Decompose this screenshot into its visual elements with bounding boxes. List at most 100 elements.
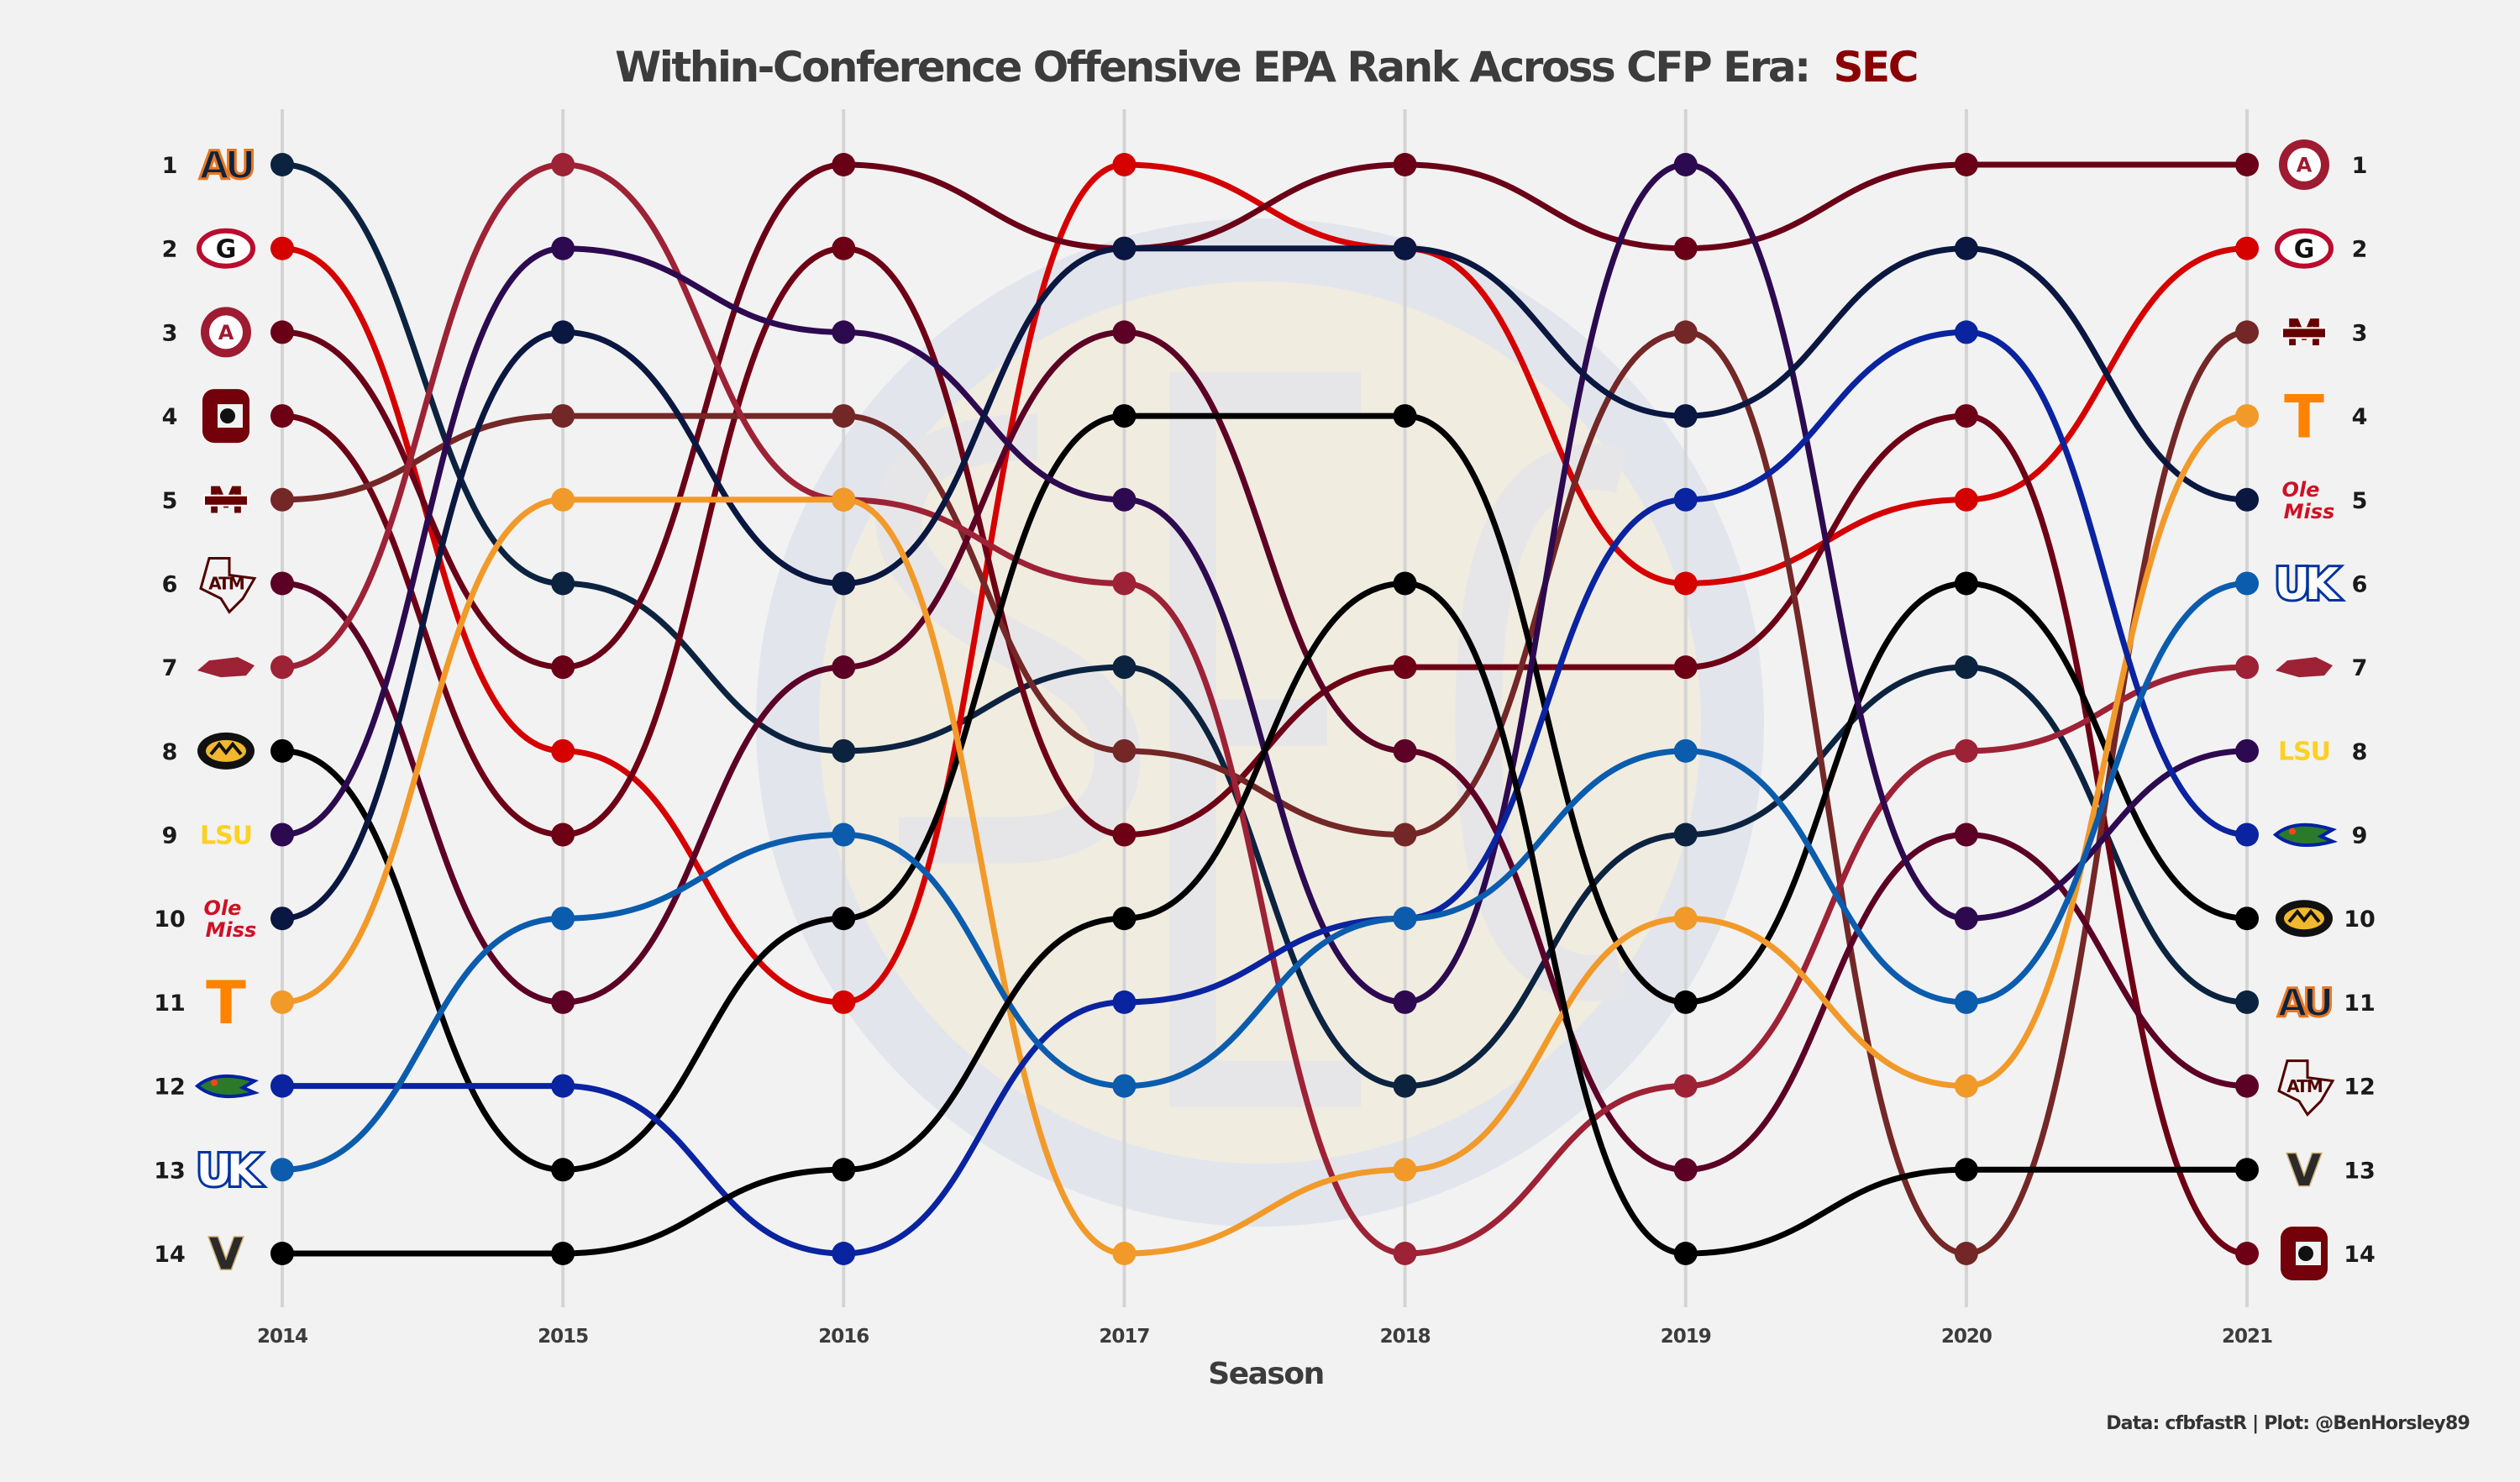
- svg-text:UK: UK: [2275, 560, 2340, 610]
- svg-text:UK: UK: [197, 1146, 262, 1196]
- point-arkansas-2019: [1673, 1074, 1698, 1098]
- auburn-logo-icon: AU: [198, 141, 258, 189]
- point-missouri-2020: [1954, 571, 1978, 596]
- point-lsu-2018: [1393, 990, 1417, 1014]
- point-ole-miss-2018: [1393, 236, 1417, 260]
- left-logo-auburn: AU: [198, 141, 258, 189]
- right-logo-texas-a-m: ATM: [2277, 1059, 2335, 1117]
- mississippi-state-logo-icon: M: [2281, 312, 2327, 355]
- point-arkansas-2014: [270, 655, 294, 680]
- point-south-carolina-2020: [1954, 404, 1978, 428]
- point-alabama-2018: [1393, 153, 1417, 176]
- x-tick-2018: 2018: [1380, 1326, 1431, 1348]
- left-rank-label-9: 9: [162, 823, 178, 849]
- svg-text:Ole: Ole: [2282, 478, 2320, 502]
- svg-text:V: V: [209, 1230, 243, 1280]
- chart-title-highlight: SEC: [1834, 43, 1917, 92]
- arkansas-logo-icon: [197, 657, 255, 678]
- svg-text:A: A: [218, 321, 234, 344]
- left-rank-label-6: 6: [162, 571, 178, 597]
- point-georgia-2019: [1673, 571, 1698, 596]
- point-auburn-2019: [1673, 822, 1698, 847]
- left-rank-label-7: 7: [162, 655, 178, 681]
- left-rank-label-1: 1: [162, 153, 178, 179]
- alabama-logo-icon: A: [2279, 139, 2329, 190]
- left-logo-kentucky: UK: [194, 1143, 270, 1199]
- chart-title: Within-Conference Offensive EPA Rank Acr…: [615, 43, 1917, 92]
- point-lsu-2017: [1112, 487, 1137, 512]
- vanderbilt-logo-icon: V: [2286, 1145, 2322, 1198]
- point-lsu-2020: [1954, 907, 1978, 931]
- right-logo-alabama: A: [2279, 139, 2329, 190]
- point-missouri-2017: [1112, 404, 1137, 428]
- point-florida-2021: [2235, 822, 2259, 847]
- series-points: [270, 153, 2259, 1265]
- point-alabama-2016: [832, 153, 856, 176]
- svg-text:LSU: LSU: [2278, 738, 2330, 767]
- mississippi-state-logo-icon: M: [203, 480, 249, 523]
- auburn-logo-icon: AU: [2276, 979, 2336, 1027]
- point-alabama-2019: [1673, 236, 1698, 260]
- point-ole-miss-2020: [1954, 236, 1978, 260]
- left-logo-tennessee: T: [206, 969, 246, 1038]
- x-tick-2019: 2019: [1661, 1326, 1711, 1348]
- point-auburn-2018: [1393, 1074, 1417, 1098]
- x-axis-ticks: 2014 2015 2016 2017 2018 2019 2020 2021: [257, 1326, 2273, 1348]
- point-auburn-2020: [1954, 655, 1978, 680]
- svg-text:G: G: [216, 234, 237, 264]
- point-texas-a-m-2015: [551, 990, 575, 1014]
- point-lsu-2019: [1673, 153, 1698, 176]
- point-alabama-2021: [2235, 153, 2259, 176]
- point-ole-miss-2021: [2235, 487, 2259, 512]
- point-kentucky-2016: [832, 822, 856, 847]
- point-vanderbilt-2021: [2235, 1158, 2259, 1182]
- point-kentucky-2014: [270, 1158, 294, 1182]
- point-vanderbilt-2019: [1673, 1242, 1698, 1265]
- x-axis-label: Season: [1208, 1357, 1323, 1391]
- left-logo-texas-a-m: ATM: [199, 556, 257, 614]
- texas-a-m-logo-icon: ATM: [199, 556, 257, 614]
- right-rank-label-11: 11: [2344, 991, 2376, 1017]
- point-auburn-2017: [1112, 655, 1137, 680]
- point-auburn-2016: [832, 738, 856, 763]
- point-tennessee-2015: [551, 487, 575, 512]
- point-tennessee-2017: [1112, 1242, 1137, 1265]
- vanderbilt-logo-icon: V: [207, 1228, 244, 1281]
- missouri-logo-icon: [2276, 900, 2333, 938]
- point-georgia-2015: [551, 738, 575, 763]
- point-ole-miss-2019: [1673, 404, 1698, 428]
- point-mississippi-state-2019: [1673, 320, 1698, 344]
- point-kentucky-2018: [1393, 907, 1417, 931]
- point-texas-a-m-2016: [832, 655, 856, 680]
- left-logo-vanderbilt: V: [207, 1228, 244, 1281]
- point-ole-miss-2015: [551, 320, 575, 344]
- line-vanderbilt: [279, 580, 2250, 1257]
- point-tennessee-2021: [2235, 404, 2259, 428]
- svg-text:Miss: Miss: [2284, 500, 2335, 523]
- right-logo-florida: [2272, 822, 2339, 847]
- point-mississippi-state-2015: [551, 404, 575, 428]
- svg-text:AU: AU: [199, 143, 253, 188]
- missouri-logo-icon: [197, 732, 255, 770]
- right-rank-label-3: 3: [2352, 320, 2368, 346]
- x-tick-2017: 2017: [1099, 1326, 1149, 1348]
- point-arkansas-2017: [1112, 571, 1137, 596]
- point-lsu-2014: [270, 822, 294, 847]
- point-south-carolina-2017: [1112, 822, 1137, 847]
- florida-logo-icon: [2272, 822, 2339, 847]
- point-texas-a-m-2014: [270, 571, 294, 596]
- x-tick-2015: 2015: [538, 1326, 588, 1348]
- right-rank-label-8: 8: [2352, 739, 2368, 765]
- svg-text:V: V: [2287, 1146, 2321, 1196]
- point-mississippi-state-2020: [1954, 1242, 1978, 1265]
- line-texas-a-m: [279, 328, 2250, 1173]
- point-vanderbilt-2016: [832, 1158, 856, 1182]
- left-logo-arkansas: [197, 657, 255, 678]
- point-texas-a-m-2018: [1393, 738, 1417, 763]
- point-missouri-2018: [1393, 404, 1417, 428]
- line-mississippi-state: [279, 328, 2250, 1257]
- svg-text:ATM: ATM: [2286, 1076, 2323, 1096]
- point-tennessee-2020: [1954, 1074, 1978, 1098]
- tennessee-logo-icon: T: [2284, 382, 2324, 451]
